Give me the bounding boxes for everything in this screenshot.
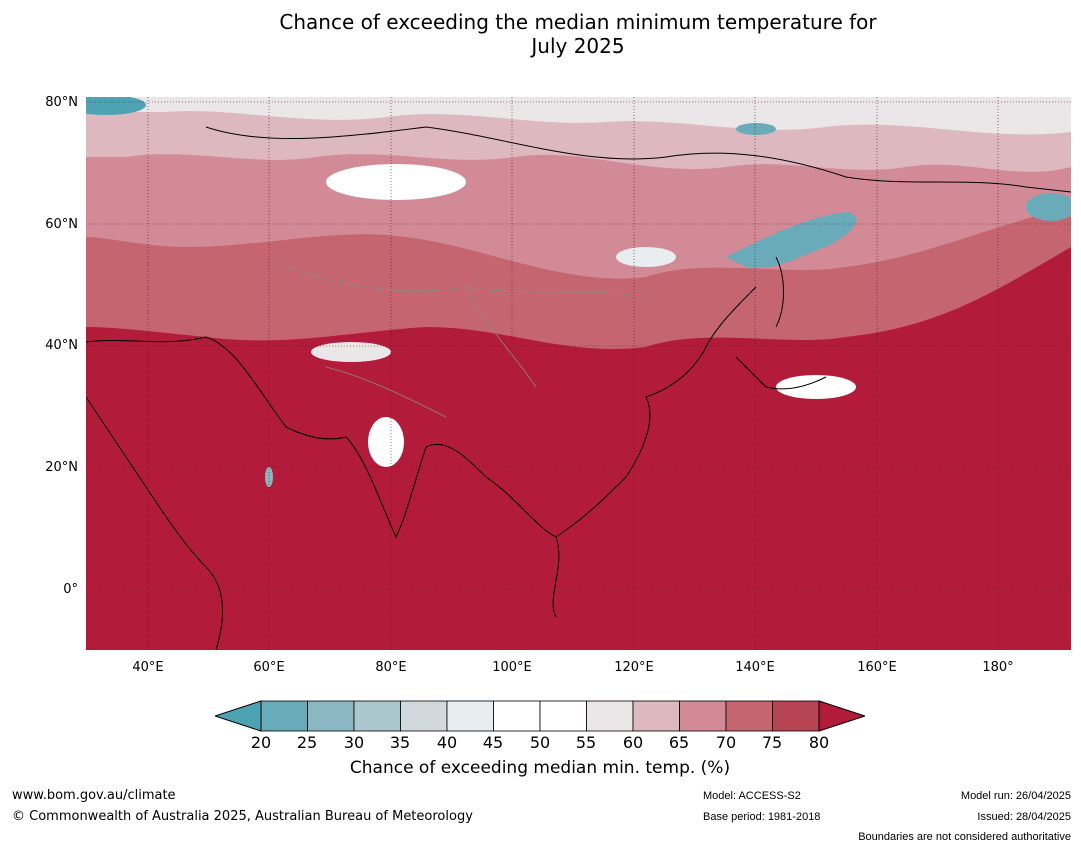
teal-region-arctic-west: [86, 97, 146, 115]
colorbar-low-extension: [215, 700, 262, 732]
colorbar-segment: [353, 700, 401, 732]
lon-label-120e: 120°E: [614, 660, 654, 675]
colorbar-segment: [400, 700, 448, 732]
colorbar-high-extension: [818, 700, 865, 732]
colorbar-tick-55: 55: [575, 733, 597, 752]
colorbar-tick-75: 75: [761, 733, 783, 752]
colorbar-segment: [446, 700, 494, 732]
teal-region-bering: [1026, 193, 1071, 221]
country-borders: [285, 266, 647, 418]
colorbar-segments: [260, 700, 820, 732]
footer-model: Model: ACCESS-S2: [703, 790, 801, 802]
graticule: [86, 97, 1071, 650]
teal-region-okhotsk: [726, 212, 857, 268]
colorbar-segment: [772, 700, 820, 732]
lon-label-140e: 140°E: [735, 660, 775, 675]
footer-base-period: Base period: 1981-2018: [703, 811, 821, 823]
colorbar-segment: [679, 700, 727, 732]
colorbar-segment: [632, 700, 680, 732]
colorbar-tick-60: 60: [622, 733, 644, 752]
white-region-north-russia: [326, 164, 466, 200]
lon-label-100e: 100°E: [492, 660, 532, 675]
colorbar-tick-25: 25: [296, 733, 318, 752]
band-55-60: [86, 97, 1071, 135]
colorbar-segment: [539, 700, 587, 732]
title-line-2: July 2025: [531, 34, 625, 58]
colorbar-tick-50: 50: [529, 733, 551, 752]
white-region-tibet: [311, 342, 391, 362]
colorbar-tick-35: 35: [389, 733, 411, 752]
colorbar-segment: [725, 700, 773, 732]
lat-label-0: 0°: [63, 582, 78, 597]
footer-disclaimer: Boundaries are not considered authoritat…: [858, 831, 1071, 843]
colorbar-label: Chance of exceeding median min. temp. (%…: [349, 758, 731, 778]
white-region-india: [368, 417, 404, 467]
lat-label-80n: 80°N: [45, 95, 78, 110]
title-line-1: Chance of exceeding the median minimum t…: [279, 10, 877, 34]
footer-copyright: © Commonwealth of Australia 2025, Austra…: [12, 809, 473, 824]
colorbar-tick-65: 65: [668, 733, 690, 752]
lat-label-40n: 40°N: [45, 338, 78, 353]
white-region-japan: [776, 375, 856, 399]
teal-region-arctic-east: [736, 123, 776, 135]
map-canvas: [86, 97, 1071, 650]
lon-label-40e: 40°E: [132, 660, 164, 675]
colorbar-tick-70: 70: [715, 733, 737, 752]
colorbar-segment: [586, 700, 634, 732]
colorbar-tick-80: 80: [808, 733, 830, 752]
colorbar-segment: [260, 700, 308, 732]
colorbar-tick-40: 40: [436, 733, 458, 752]
chart-title: Chance of exceeding the median minimum t…: [0, 10, 1081, 58]
lat-label-20n: 20°N: [45, 460, 78, 475]
footer-issued: Issued: 28/04/2025: [977, 811, 1071, 823]
lon-label-60e: 60°E: [253, 660, 285, 675]
footer-website: www.bom.gov.au/climate: [12, 788, 176, 803]
white-region-siberia: [616, 247, 676, 267]
colorbar-tick-45: 45: [482, 733, 504, 752]
lon-label-160e: 160°E: [857, 660, 897, 675]
colorbar: [215, 700, 865, 732]
colorbar-tick-30: 30: [343, 733, 365, 752]
coastlines: [86, 126, 1071, 650]
colorbar-segment: [493, 700, 541, 732]
probability-map: [86, 97, 1071, 650]
colorbar-tick-20: 20: [250, 733, 272, 752]
lat-label-60n: 60°N: [45, 217, 78, 232]
teal-region-arabia: [265, 467, 273, 487]
colorbar-segment: [307, 700, 355, 732]
lon-label-80e: 80°E: [375, 660, 407, 675]
footer-model-run: Model run: 26/04/2025: [960, 790, 1071, 802]
lon-label-180: 180°: [982, 660, 1014, 675]
